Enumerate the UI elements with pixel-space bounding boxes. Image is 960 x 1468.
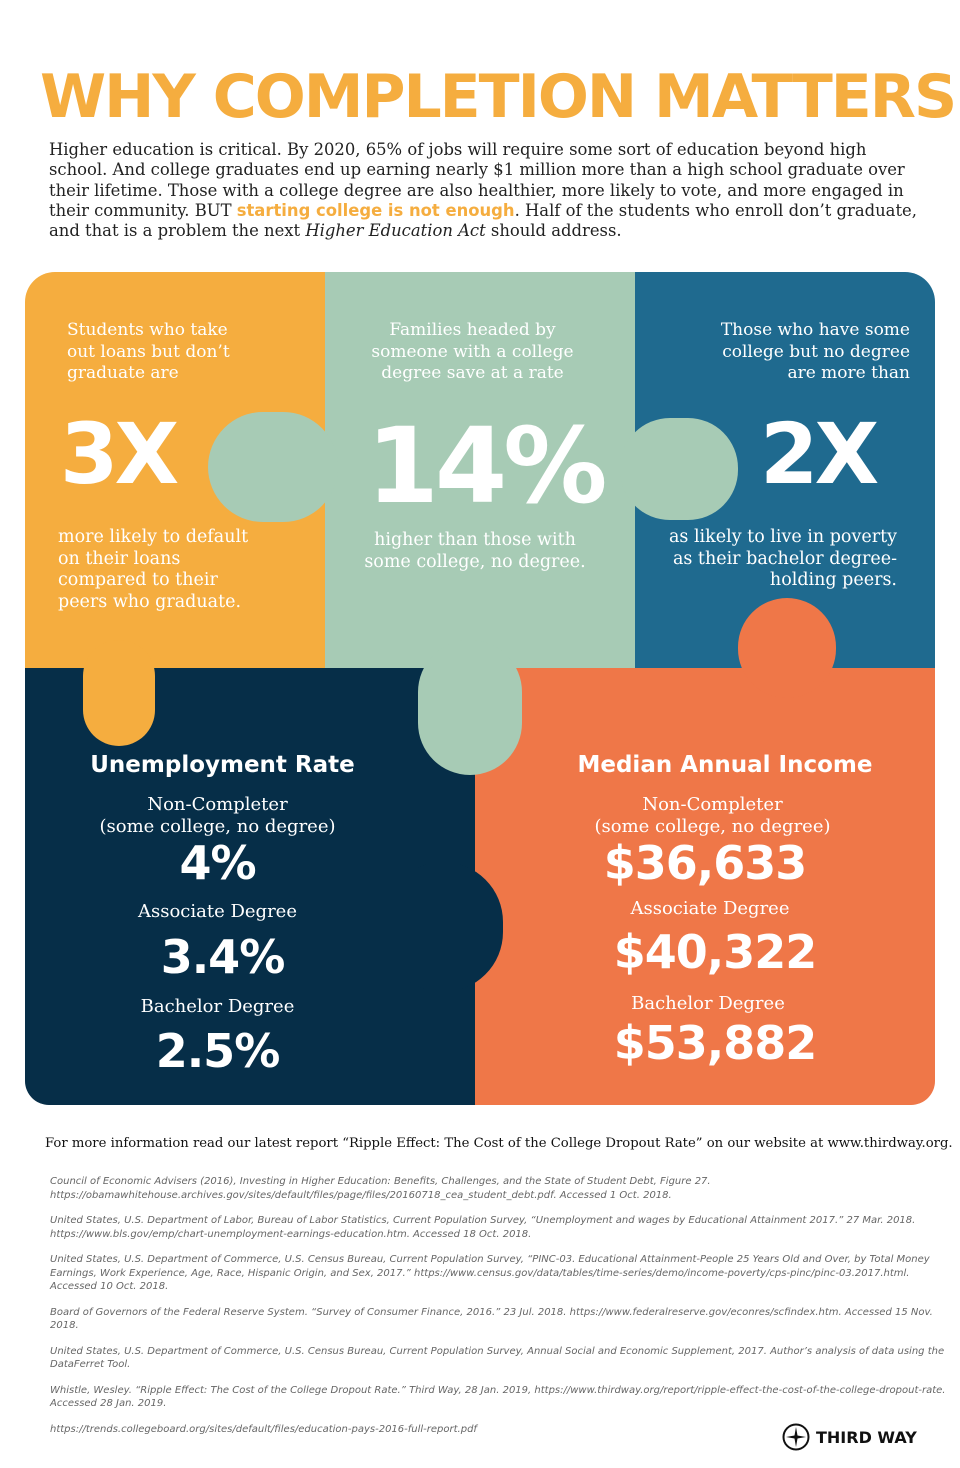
knob-green-right <box>620 418 738 520</box>
reference: https://trends.collegeboard.org/sites/de… <box>50 1423 477 1435</box>
loans-lead: Students who take out loans but don’t gr… <box>67 320 230 383</box>
reference: Whistle, Wesley. “Ripple Effect: The Cos… <box>50 1384 946 1410</box>
logo-text: THIRD WAY <box>816 1427 917 1447</box>
income-label-2: Bachelor Degree <box>631 993 785 1014</box>
income-label-0: Non-Completer (some college, no degree) <box>594 794 831 837</box>
knob-navy-right <box>383 862 503 992</box>
intro-text: should address. <box>485 221 622 241</box>
income-value-1: $40,322 <box>613 925 818 979</box>
loans-tail: more likely to default on their loans co… <box>58 527 249 612</box>
reference: United States, U.S. Department of Commer… <box>50 1345 945 1371</box>
unemployment-value-2: 2.5% <box>155 1024 281 1078</box>
intro-text: . Half of the students who enroll don’t … <box>49 200 917 241</box>
knob-green-left <box>208 412 338 522</box>
income-label-1: Associate Degree <box>630 898 790 919</box>
puzzle-coral <box>475 668 935 1105</box>
knob-orange-down <box>83 640 155 746</box>
poverty-tail: as likely to live in poverty as their ba… <box>668 527 897 590</box>
reference: Board of Governors of the Federal Reserv… <box>50 1306 933 1332</box>
knob-green-down <box>418 640 522 775</box>
puzzle-green <box>325 272 635 668</box>
unemployment-label-1: Associate Degree <box>137 901 297 922</box>
intro-highlight: starting college is not enough <box>236 200 515 220</box>
unemployment-label-2: Bachelor Degree <box>140 996 295 1017</box>
savings-lead: Families headed by someone with a colleg… <box>371 320 574 383</box>
savings-tail: higher than those with some college, no … <box>364 530 586 572</box>
unemployment-value-0: 4% <box>179 836 256 890</box>
reference: United States, U.S. Department of Commer… <box>50 1254 930 1292</box>
third-way-logo: THIRD WAY <box>782 1423 917 1451</box>
income-value-2: $53,882 <box>613 1016 818 1070</box>
unemployment-heading: Unemployment Rate <box>90 752 355 778</box>
knob-coral-up <box>738 598 836 698</box>
savings-stat: 14% <box>366 405 608 527</box>
more-info: For more information read our latest rep… <box>45 1136 953 1151</box>
income-value-0: $36,633 <box>603 836 808 890</box>
intro-text: Higher education is critical. By 2020, 6… <box>49 140 905 220</box>
intro-italic: Higher Education Act <box>305 221 486 241</box>
unemployment-value-1: 3.4% <box>160 930 286 984</box>
reference: Council of Economic Advisers (2016), Inv… <box>50 1176 711 1201</box>
page-title: WHY COMPLETION MATTERS <box>40 62 957 132</box>
compass-star-icon <box>782 1423 810 1451</box>
poverty-stat: 2X <box>760 405 879 503</box>
reference: United States, U.S. Department of Labor,… <box>50 1215 916 1240</box>
income-heading: Median Annual Income <box>577 752 873 778</box>
loans-stat: 3X <box>60 405 179 503</box>
references: Council of Economic Advisers (2016), Inv… <box>50 1175 950 1448</box>
poverty-lead: Those who have some college but no degre… <box>720 320 910 383</box>
unemployment-label-0: Non-Completer (some college, no degree) <box>99 794 336 837</box>
intro-paragraph: Higher education is critical. By 2020, 6… <box>49 140 919 241</box>
